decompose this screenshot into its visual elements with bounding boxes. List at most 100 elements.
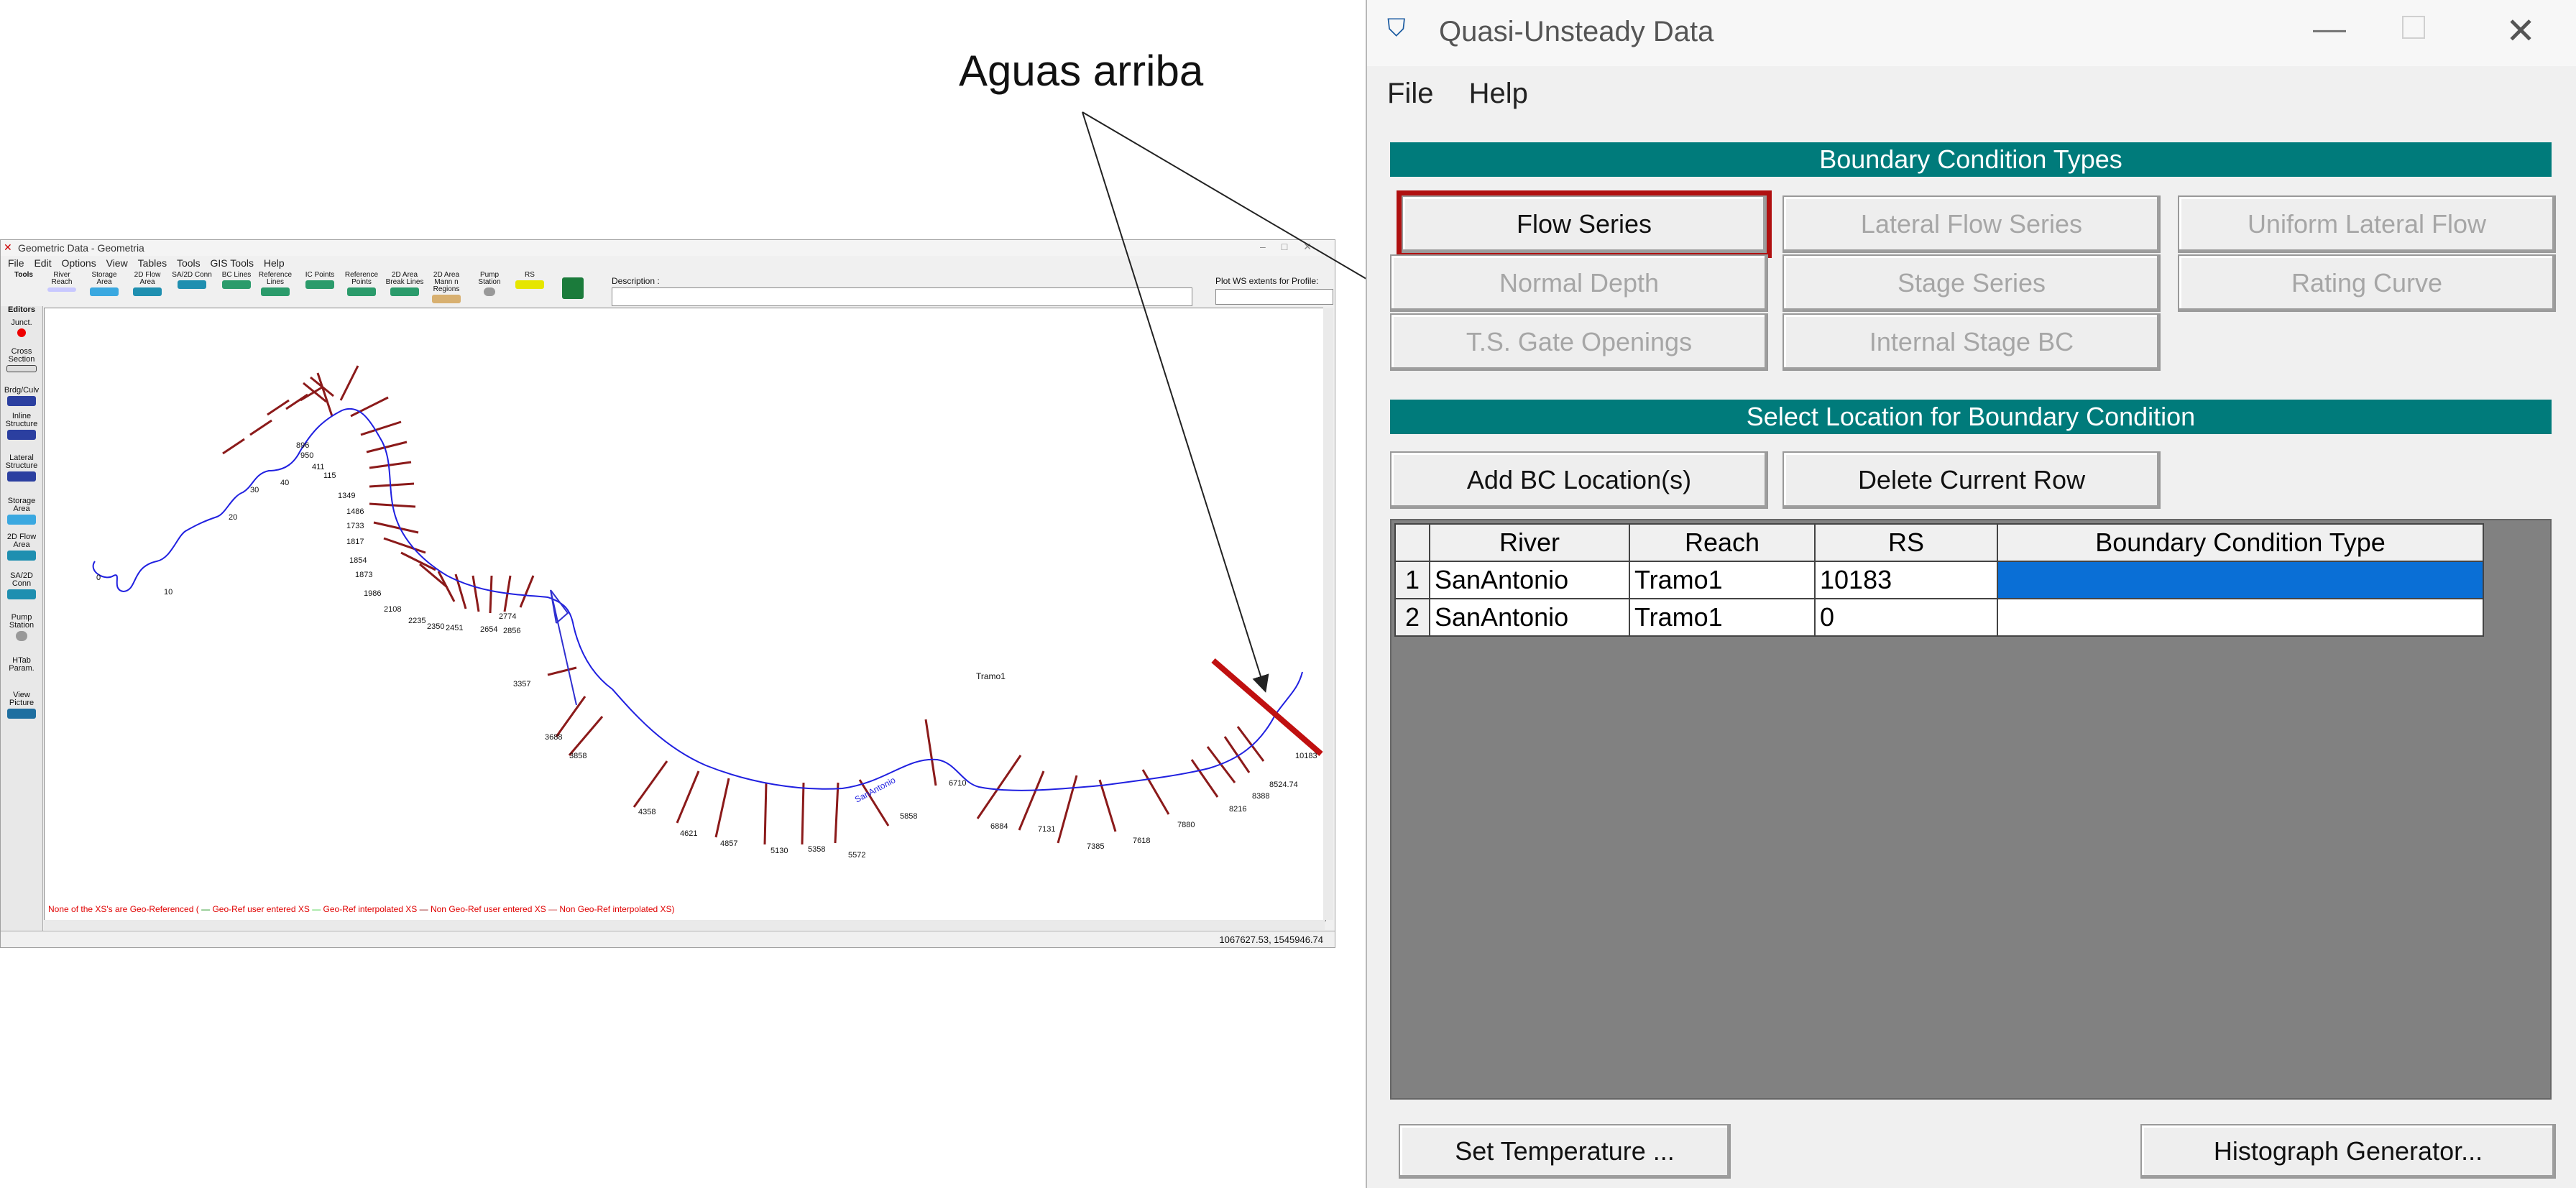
add-bc-location-button[interactable]: Add BC Location(s) xyxy=(1390,451,1768,509)
river-cell[interactable]: SanAntonio xyxy=(1429,598,1630,637)
description-label: Description : xyxy=(612,276,660,286)
xs-label: 6884 xyxy=(990,822,1008,831)
georef-legend: None of the XS's are Geo-Referenced ( — … xyxy=(48,904,675,914)
set-temperature-button[interactable]: Set Temperature ... xyxy=(1399,1124,1731,1179)
2d-break-lines-tool[interactable]: 2D Area Break Lines xyxy=(385,272,425,305)
rs-tool[interactable]: RS xyxy=(512,272,547,305)
lateral-flow-series-button[interactable]: Lateral Flow Series xyxy=(1782,195,2161,253)
minimize-icon[interactable]: — xyxy=(2313,9,2346,47)
2d-mann-regions-tool[interactable]: 2D Area Mann n Regions xyxy=(426,272,466,305)
bc-lines-tool[interactable]: BC Lines xyxy=(216,272,257,305)
column-rs[interactable]: RS xyxy=(1814,523,1998,562)
sa-2d-conn-editor[interactable]: SA/2D Conn xyxy=(2,572,41,601)
xs-label: 1873 xyxy=(355,571,372,579)
pump-station-tool[interactable]: Pump Station xyxy=(471,272,508,305)
internal-stage-bc-button[interactable]: Internal Stage BC xyxy=(1782,313,2161,371)
menu-help[interactable]: Help xyxy=(263,257,285,269)
menu-tools[interactable]: Tools xyxy=(176,257,201,269)
plot-ws-profile-select[interactable] xyxy=(1215,289,1333,305)
xs-label: 40 xyxy=(280,479,289,487)
reference-lines-tool[interactable]: Reference Lines xyxy=(254,272,297,305)
xs-label: 2235 xyxy=(408,617,426,625)
storage-area-tool[interactable]: Storage Area xyxy=(84,272,124,305)
river-reach-tool[interactable]: River Reach xyxy=(44,272,80,305)
column-bc-type[interactable]: Boundary Condition Type xyxy=(1997,523,2484,562)
delete-current-row-button[interactable]: Delete Current Row xyxy=(1782,451,2161,509)
2d-flow-area-editor[interactable]: 2D Flow Area xyxy=(2,533,41,562)
menu-options[interactable]: Options xyxy=(61,257,96,269)
xs-label: 1986 xyxy=(364,589,381,598)
inline-structure-editor[interactable]: Inline Structure xyxy=(2,413,41,441)
horizontal-scrollbar[interactable] xyxy=(44,920,1325,930)
xs-label: 0 xyxy=(96,574,101,582)
xs-label: 8388 xyxy=(1252,792,1269,801)
rs-cell[interactable]: 10183 xyxy=(1814,561,1998,599)
river-schematic: 0 10 20 30 40 411 115 896 950 1349 1486 … xyxy=(92,365,1323,860)
rs-cell[interactable]: 0 xyxy=(1814,598,1998,637)
cross-section-editor[interactable]: Cross Section xyxy=(2,348,41,374)
rating-curve-button[interactable]: Rating Curve xyxy=(2178,254,2556,312)
htab-param-editor[interactable]: HTab Param. xyxy=(9,656,34,673)
sa-2d-conn-tool[interactable]: SA/2D Conn xyxy=(170,272,213,305)
menu-gis-tools[interactable]: GIS Tools xyxy=(210,257,254,269)
ic-points-tool[interactable]: IC Points xyxy=(300,272,340,305)
2d-flow-area-tool[interactable]: 2D Flow Area xyxy=(127,272,167,305)
menu-help[interactable]: Help xyxy=(1468,78,1528,109)
column-river[interactable]: River xyxy=(1429,523,1630,562)
xs-label: 8524.74 xyxy=(1269,781,1298,789)
uniform-lateral-flow-button[interactable]: Uniform Lateral Flow xyxy=(2178,195,2556,253)
bridge-culvert-editor[interactable]: Brdg/Culv xyxy=(2,387,41,407)
view-picture-editor[interactable]: View Picture xyxy=(2,691,41,720)
reach-cell[interactable]: Tramo1 xyxy=(1629,598,1816,637)
xs-label: 1817 xyxy=(346,538,364,546)
xs-label: 2856 xyxy=(503,627,520,635)
xs-label: 1854 xyxy=(349,556,367,565)
stage-series-button[interactable]: Stage Series xyxy=(1782,254,2161,312)
bc-type-cell[interactable] xyxy=(1997,598,2484,637)
geometric-window-controls[interactable]: –□✕ xyxy=(1260,241,1328,252)
flow-series-button[interactable]: Flow Series xyxy=(1397,190,1772,258)
xs-label: 2654 xyxy=(480,625,497,634)
geometric-toolbar: Tools River Reach Storage Area 2D Flow A… xyxy=(1,272,1335,306)
menu-tables[interactable]: Tables xyxy=(137,257,167,269)
maximize-icon[interactable] xyxy=(2402,16,2425,39)
xs-label: 2108 xyxy=(384,605,401,614)
xs-label: 411 xyxy=(312,463,325,471)
table-row[interactable]: 2 SanAntonio Tramo1 0 xyxy=(1394,598,2484,637)
reach-cell[interactable]: Tramo1 xyxy=(1629,561,1816,599)
pump-station-editor[interactable]: Pump Station xyxy=(2,614,41,643)
vertical-scrollbar[interactable] xyxy=(1323,308,1333,920)
menu-edit[interactable]: Edit xyxy=(34,257,52,269)
xs-label: 896 xyxy=(296,441,309,450)
close-icon[interactable]: ✕ xyxy=(2506,11,2536,51)
xs-label: 2774 xyxy=(499,612,516,621)
xs-label: 7131 xyxy=(1038,825,1055,834)
arrow-to-schematic xyxy=(1082,111,1269,693)
menu-file[interactable]: File xyxy=(1387,78,1434,109)
xs-label: 6710 xyxy=(949,779,966,788)
table-row[interactable]: 1 SanAntonio Tramo1 10183 xyxy=(1394,561,2484,599)
ts-gate-openings-button[interactable]: T.S. Gate Openings xyxy=(1390,313,1768,371)
reference-points-tool[interactable]: Reference Points xyxy=(340,272,383,305)
storage-area-editor[interactable]: Storage Area xyxy=(2,497,41,526)
table-header-row: River Reach RS Boundary Condition Type xyxy=(1394,523,2484,562)
column-reach[interactable]: Reach xyxy=(1629,523,1816,562)
bc-type-cell[interactable] xyxy=(1997,561,2484,599)
menu-view[interactable]: View xyxy=(106,257,128,269)
xs-label: 115 xyxy=(323,471,336,480)
lateral-structure-editor[interactable]: Lateral Structure xyxy=(2,454,41,483)
menu-file[interactable]: File xyxy=(8,257,24,269)
quasi-menubar: File Help xyxy=(1387,78,1555,110)
xs-label: 1486 xyxy=(346,507,364,516)
xs-label: 3688 xyxy=(545,733,562,742)
histograph-generator-button[interactable]: Histograph Generator... xyxy=(2140,1124,2556,1179)
junction-editor[interactable]: Junct. xyxy=(2,319,41,339)
view-picture-tool[interactable] xyxy=(558,272,587,305)
river-cell[interactable]: SanAntonio xyxy=(1429,561,1630,599)
description-field[interactable] xyxy=(612,287,1192,306)
xs-label: 10 xyxy=(164,588,172,597)
normal-depth-button[interactable]: Normal Depth xyxy=(1390,254,1768,312)
geometry-schematic-canvas[interactable]: 0 10 20 30 40 411 115 896 950 1349 1486 … xyxy=(44,308,1326,921)
editors-label: Editors xyxy=(8,305,35,314)
geometric-data-window: ✕ Geometric Data - Geometria –□✕ File Ed… xyxy=(0,239,1335,948)
